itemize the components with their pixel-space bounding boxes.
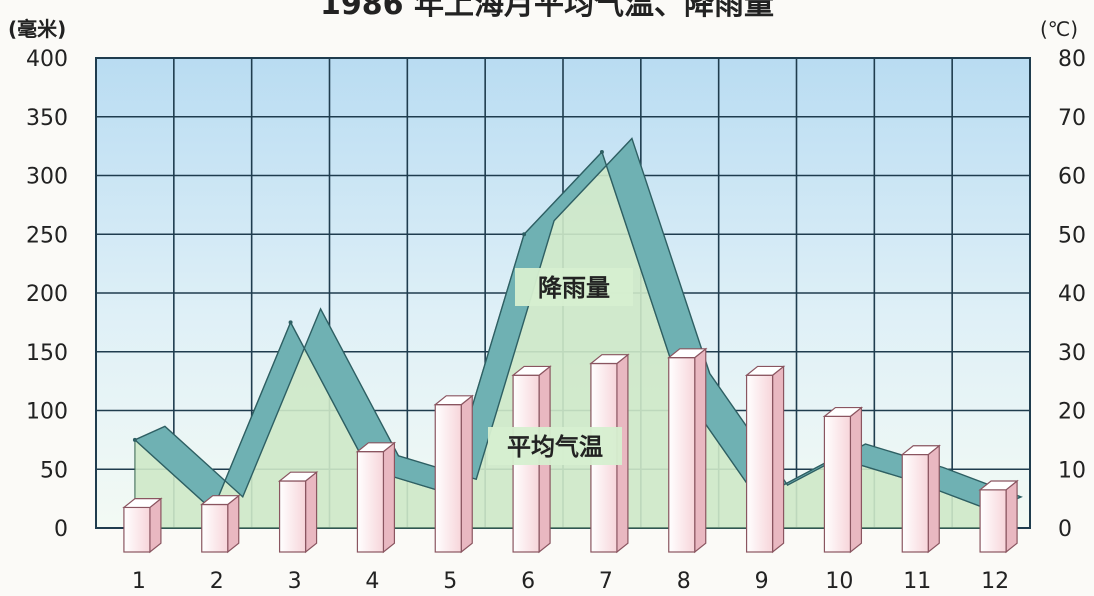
- x-tick-label: 12: [981, 569, 1009, 594]
- temperature-bar-top: [589, 354, 630, 365]
- temp-label-box: [488, 427, 622, 465]
- right-tick-label: 40: [1058, 282, 1086, 307]
- temperature-bar: [823, 415, 852, 553]
- temperature-bar: [356, 451, 385, 553]
- right-tick-label: 10: [1058, 458, 1086, 483]
- rainfall-point: [599, 150, 604, 154]
- temperature-bar-top: [822, 406, 864, 417]
- rainfall-label: 降雨量: [538, 274, 610, 302]
- rainfall-point: [522, 232, 527, 237]
- right-tick-label: 20: [1058, 400, 1086, 425]
- temperature-bar: [901, 453, 929, 553]
- x-tick-label: 2: [210, 569, 224, 594]
- x-tick-label: 3: [288, 569, 302, 594]
- temperature-bar-top: [744, 365, 786, 376]
- x-tick-label: 9: [755, 569, 769, 594]
- temperature-bar-side: [1005, 479, 1018, 554]
- temperature-bar-side: [849, 406, 863, 554]
- temperature-bar-top: [355, 442, 397, 453]
- x-tick-label: 1: [132, 569, 146, 594]
- x-tick-label: 5: [443, 569, 457, 594]
- left-axis-ticks: 400 350 300 250 200 150 100 50 0: [26, 47, 68, 542]
- temperature-bar-top: [978, 480, 1019, 491]
- temperature-bar-side: [927, 444, 940, 554]
- left-tick-label: 100: [26, 400, 68, 425]
- x-tick-label: 6: [521, 569, 535, 594]
- temperature-bar: [123, 506, 151, 553]
- temperature-bar-side: [382, 441, 396, 554]
- temperature-bar-top: [122, 498, 163, 509]
- temperature-bar-top: [667, 348, 708, 359]
- temperature-bar-top: [511, 365, 552, 376]
- left-axis-unit: (毫米): [8, 17, 66, 41]
- temperature-bar-side: [694, 347, 707, 554]
- left-tick-label: 350: [26, 106, 68, 131]
- temperature-bar-side: [460, 394, 473, 554]
- left-tick-label: 50: [40, 458, 68, 483]
- temperature-bar-side: [227, 494, 240, 554]
- temperature-bar-top: [900, 445, 941, 456]
- right-tick-label: 30: [1058, 341, 1086, 366]
- temperature-bar: [668, 357, 696, 553]
- rain-label-box: [515, 268, 633, 306]
- x-tick-label: 11: [903, 569, 931, 594]
- temperature-bar-side: [771, 365, 785, 554]
- temperature-bar-top: [433, 395, 474, 406]
- temperature-bar: [434, 404, 462, 553]
- temperature-series: [122, 347, 1019, 554]
- left-tick-label: 0: [54, 517, 68, 542]
- right-tick-label: 60: [1058, 165, 1086, 190]
- x-tick-label: 4: [365, 569, 379, 594]
- left-tick-label: 150: [26, 341, 68, 366]
- right-axis-unit: (℃): [1040, 17, 1078, 41]
- right-axis-ticks: 80 70 60 50 40 30 20 10 0: [1058, 47, 1086, 542]
- right-tick-label: 0: [1058, 517, 1072, 542]
- temperature-bar-side: [304, 470, 318, 554]
- temperature-bar: [278, 480, 307, 553]
- right-tick-label: 70: [1058, 106, 1086, 131]
- temperature-bar-top: [277, 471, 319, 482]
- temperature-label: 平均气温: [507, 433, 603, 461]
- temperature-bar: [745, 374, 774, 553]
- left-tick-label: 250: [26, 223, 68, 248]
- rainfall-point: [132, 437, 137, 442]
- right-tick-label: 80: [1058, 47, 1086, 72]
- x-axis-ticks: 1 2 3 4 5 6 7 8 9 10 11 12: [132, 569, 1009, 594]
- chart-title: 1986 年上海月平均气温、降雨量: [320, 0, 774, 22]
- left-tick-label: 200: [26, 282, 68, 307]
- x-tick-label: 7: [599, 569, 613, 594]
- rainfall-point: [288, 320, 293, 325]
- x-tick-label: 8: [677, 569, 691, 594]
- x-tick-label: 10: [825, 569, 853, 594]
- left-tick-label: 400: [26, 47, 68, 72]
- temperature-bar: [201, 503, 229, 553]
- right-tick-label: 50: [1058, 223, 1086, 248]
- temperature-bar: [979, 489, 1007, 553]
- left-tick-label: 300: [26, 165, 68, 190]
- temperature-bar-top: [200, 495, 241, 506]
